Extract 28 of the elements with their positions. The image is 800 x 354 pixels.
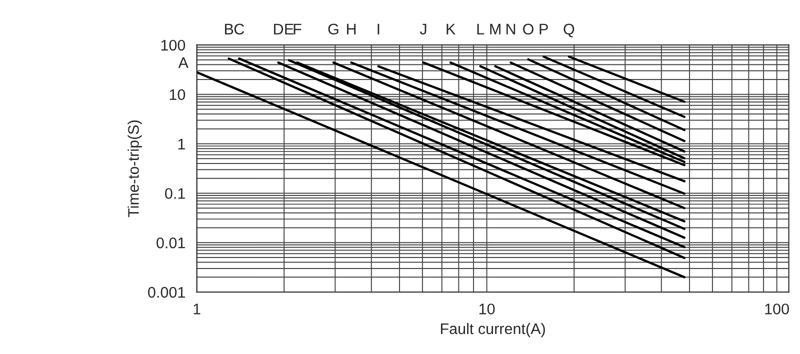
x-tick-label: 10 [479, 304, 495, 314]
series-label: E [285, 24, 294, 34]
y-tick-label: 1 [178, 138, 185, 150]
y-tick-label: 0.001 [148, 286, 185, 298]
series-label: G [328, 24, 338, 35]
series-label: C [234, 24, 244, 35]
text: M [490, 24, 500, 34]
series-label: P [540, 24, 548, 34]
x-tick-label: 1 [194, 304, 200, 314]
series-label: K [446, 24, 456, 34]
series-label: N [506, 24, 516, 34]
series-label: B [225, 24, 234, 34]
y-tick-label: 0.1 [165, 188, 185, 199]
y-tick-label: 0.01 [156, 238, 185, 248]
x-axis-title: Fault current(A) [440, 322, 545, 338]
series-label: Q [564, 24, 574, 38]
series-label: A [178, 57, 188, 68]
series-label: D [274, 24, 284, 34]
text: I [378, 24, 380, 34]
series-label: O [523, 24, 534, 35]
y-axis-title: Time-to-trip(S) [128, 120, 142, 218]
text: L [477, 24, 484, 34]
y-tick-label: 10 [170, 89, 186, 100]
series-label: J [420, 24, 426, 35]
y-tick-label: 100 [161, 40, 186, 51]
series-label: F [294, 24, 302, 34]
x-tick-label: 100 [765, 304, 789, 314]
series-label: H [347, 24, 356, 34]
